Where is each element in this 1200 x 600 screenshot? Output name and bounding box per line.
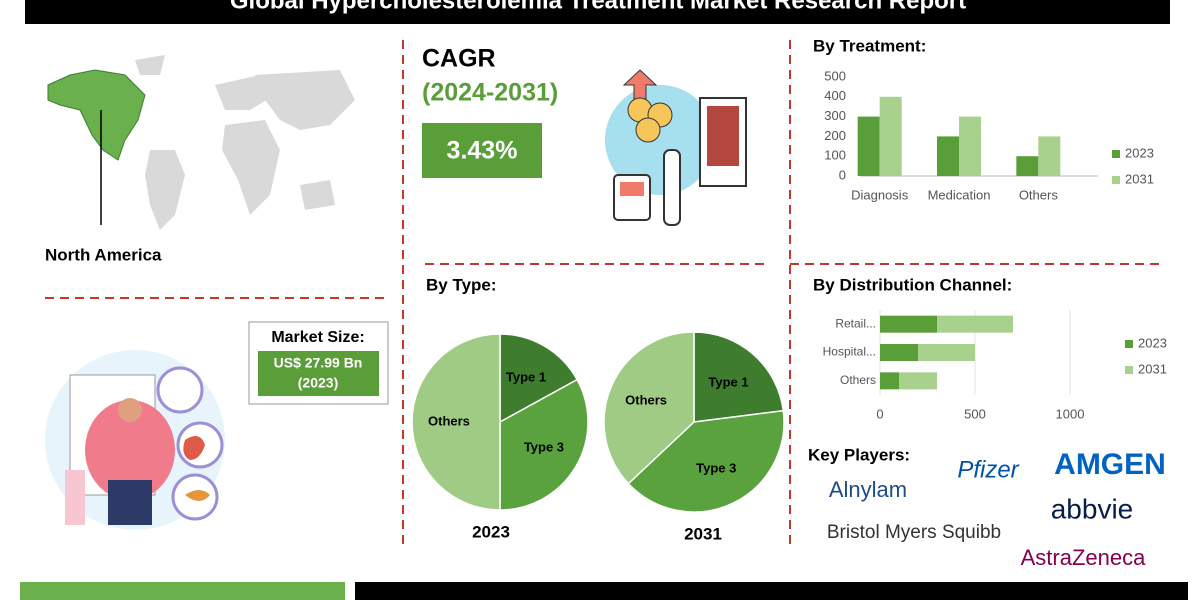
x-tick-label: Diagnosis [851, 187, 909, 202]
y-tick-label: 300 [824, 108, 846, 123]
footer-bar [20, 582, 345, 600]
bar [937, 136, 959, 176]
company-logo: Bristol Myers Squibb [827, 522, 1001, 543]
legend-swatch [1125, 366, 1133, 374]
x-tick-label: 0 [876, 406, 883, 421]
bar [879, 96, 902, 176]
y-tick-label: Hospital... [823, 345, 876, 359]
cagr-value: 3.43% [447, 137, 518, 165]
company-logo: AstraZeneca [1021, 545, 1146, 570]
north-america [47, 69, 146, 161]
slice-label: Others [625, 393, 667, 408]
slice-label: Type 3 [696, 461, 736, 476]
pie-slice [411, 333, 501, 511]
legend-swatch [1112, 176, 1120, 184]
chart-title: 2023 [472, 522, 510, 541]
x-tick-label: Medication [928, 187, 991, 202]
bar-segment [880, 344, 918, 361]
legend-label: 2031 [1125, 171, 1154, 186]
y-tick-label: 500 [824, 68, 846, 83]
chart-title: By Treatment: [813, 36, 926, 55]
bar-segment [880, 372, 899, 390]
patient-illustration [45, 350, 225, 530]
x-tick-label: 1000 [1056, 406, 1085, 421]
company-logo: abbvie [1051, 493, 1134, 524]
x-tick-label: Others [1019, 187, 1059, 202]
bar-segment [880, 315, 937, 333]
company-logo: AMGEN [1054, 448, 1166, 481]
page-title: Global Hypercholesterolemia Treatment Ma… [230, 0, 966, 14]
legend-swatch [1125, 340, 1133, 348]
y-tick-label: Retail... [835, 316, 876, 330]
market-size-label: Market Size: [271, 329, 364, 346]
pie-slice [603, 331, 695, 485]
section-title: By Type: [426, 275, 497, 294]
y-tick-label: 100 [824, 148, 846, 163]
legend-label: 2023 [1125, 145, 1154, 160]
y-tick-label: Others [840, 373, 876, 387]
market-size-value: US$ 27.99 Bn [274, 355, 363, 371]
bar [1038, 136, 1061, 176]
company-logo: Alnylam [829, 477, 907, 502]
cagr-box [422, 123, 542, 178]
bar-segment [937, 315, 1013, 333]
x-tick-label: 500 [964, 406, 986, 421]
y-tick-label: 0 [839, 167, 846, 182]
legend-swatch [1112, 150, 1120, 158]
bar-segment [918, 344, 975, 361]
chart-title: 2031 [684, 524, 722, 543]
section-title: Key Players: [808, 445, 910, 464]
medical-icon [605, 69, 747, 226]
pie-slice [499, 378, 589, 511]
pie-slice [499, 333, 579, 424]
pie-slice [693, 331, 785, 423]
slice-label: Type 1 [708, 374, 748, 389]
cagr-period: (2024-2031) [422, 79, 558, 107]
legend-label: 2023 [1138, 335, 1167, 350]
world-map [135, 55, 355, 230]
bar [959, 116, 981, 176]
y-tick-label: 200 [824, 128, 846, 143]
legend-label: 2031 [1138, 361, 1167, 376]
slice-label: Type 1 [506, 370, 546, 385]
bar-segment [899, 372, 937, 390]
y-tick-label: 400 [824, 88, 846, 103]
title-bar [25, 0, 1170, 24]
pie-slice [627, 409, 785, 513]
slice-label: Type 3 [524, 439, 564, 454]
footer-bar [355, 582, 1188, 600]
market-size-year: (2023) [298, 375, 338, 391]
cagr-label: CAGR [422, 45, 496, 73]
slice-label: Others [428, 413, 470, 428]
bar [1016, 156, 1039, 176]
region-label: North America [45, 245, 162, 264]
company-logo: Pfizer [957, 456, 1019, 483]
market-size-value-box [258, 351, 379, 396]
bar [857, 116, 880, 176]
chart-title: By Distribution Channel: [813, 275, 1012, 294]
